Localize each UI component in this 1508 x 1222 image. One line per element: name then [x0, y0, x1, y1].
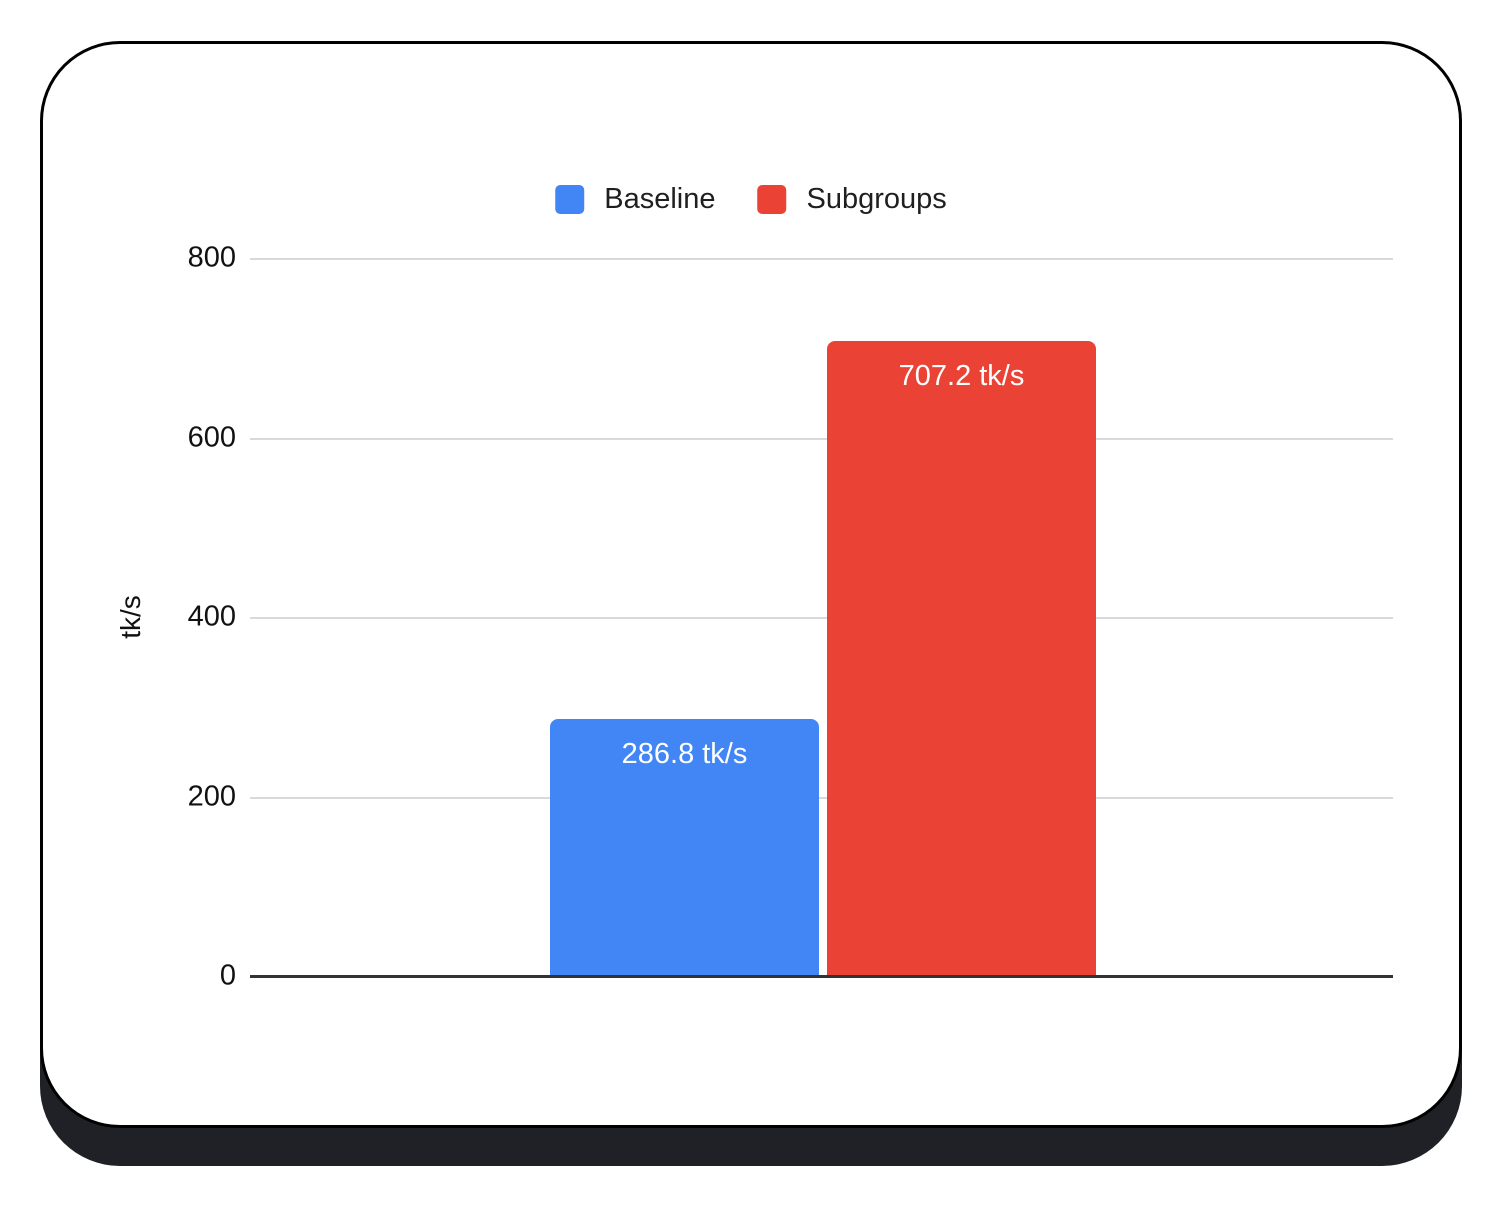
y-tick-label-200: 200: [187, 780, 236, 812]
y-tick-label-400: 400: [187, 600, 236, 633]
plot-area: 800 600 400 200 0 286.8 tk/s 707.2 tk/s: [188, 242, 1393, 992]
x-axis-line: [250, 974, 1393, 978]
legend: Baseline Subgroups: [555, 183, 947, 216]
y-tick-label-600: 600: [187, 421, 236, 453]
legend-label-baseline: Baseline: [604, 183, 716, 215]
gridline-200: [250, 796, 1393, 799]
bar-subgroups: 707.2 tk/s: [827, 341, 1096, 976]
bar-baseline: 286.8 tk/s: [550, 718, 819, 976]
legend-swatch-subgroups-icon: [757, 185, 787, 214]
legend-swatch-baseline-icon: [555, 185, 585, 214]
bar-label-subgroups: 707.2 tk/s: [898, 360, 1025, 393]
legend-label-subgroups: Subgroups: [806, 183, 947, 215]
y-tick-label-800: 800: [187, 241, 236, 274]
bar-label-baseline: 286.8 tk/s: [621, 737, 748, 770]
chart-card: Baseline Subgroups tk/s 800 600 400 200 …: [40, 41, 1462, 1128]
gridline-800: [250, 258, 1393, 260]
y-tick-label-0: 0: [219, 959, 236, 992]
gridline-600: [250, 437, 1393, 440]
legend-item-subgroups: Subgroups: [757, 183, 947, 216]
y-axis-title: tk/s: [115, 595, 146, 639]
legend-item-baseline: Baseline: [555, 183, 715, 216]
gridline-400: [250, 617, 1393, 619]
